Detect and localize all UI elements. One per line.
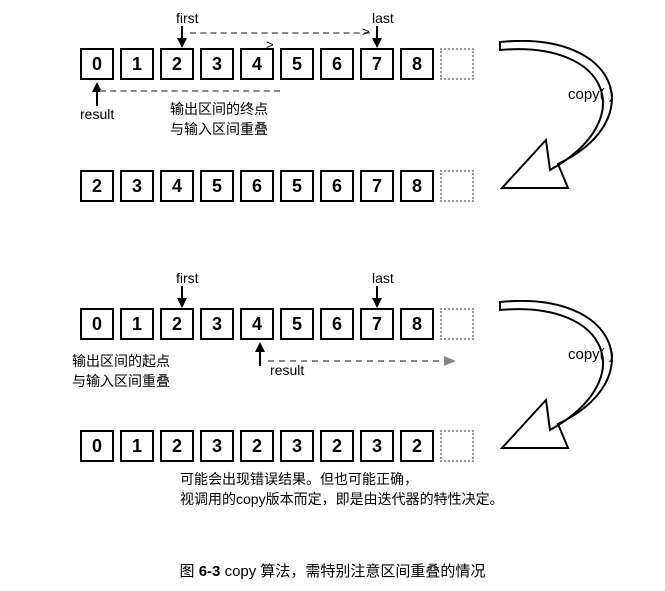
cell: 4 (160, 170, 194, 202)
arrow-up-result (90, 82, 104, 106)
copy-arrow-2 (490, 300, 650, 450)
arrow-down-last (370, 26, 384, 48)
note1-line1: 输出区间的终点 (170, 100, 268, 120)
note2-line2: 与输入区间重叠 (72, 372, 170, 392)
result-label: result (80, 106, 114, 122)
cell: 6 (320, 308, 354, 340)
cell: 4 (240, 308, 274, 340)
cell: 6 (240, 170, 274, 202)
cell: 7 (360, 48, 394, 80)
arrow-up-result-2 (253, 342, 267, 366)
dashed-range-bottom (100, 90, 280, 92)
cell: 5 (280, 308, 314, 340)
figure-caption: 图 6-3 copy 算法，需特别注意区间重叠的情况 (10, 560, 655, 581)
cell: 8 (400, 170, 434, 202)
cell: 3 (200, 308, 234, 340)
section-1: first last > > 0 1 2 3 4 5 6 7 8 (10, 10, 655, 240)
cell: 3 (280, 430, 314, 462)
row-before-2: 0 1 2 3 4 5 6 7 8 (80, 308, 474, 340)
cell: 2 (160, 48, 194, 80)
cell: 2 (160, 308, 194, 340)
note-1: 输出区间的终点 与输入区间重叠 (170, 100, 268, 139)
cell: 7 (360, 308, 394, 340)
cell: 8 (400, 48, 434, 80)
err-line1: 可能会出现错误结果。但也可能正确， (180, 470, 504, 490)
copy-label-2: copy( ) (568, 346, 614, 363)
row-after-2: 0 1 2 3 2 3 2 3 2 (80, 430, 474, 462)
cell: 2 (320, 430, 354, 462)
caption-text: 图 6-3 copy 算法，需特别注意区间重叠的情况 (180, 563, 486, 580)
cell: 4 (240, 48, 274, 80)
copy-arrow-1 (490, 40, 650, 190)
err-line2: 视调用的copy版本而定，即是由迭代器的特性决定。 (180, 490, 504, 510)
note2-line1: 输出区间的起点 (72, 352, 170, 372)
row-before-1: 0 1 2 3 4 5 6 7 8 (80, 48, 474, 80)
note1-line2: 与输入区间重叠 (170, 120, 268, 140)
cell: 0 (80, 308, 114, 340)
note-2: 输出区间的起点 与输入区间重叠 (72, 352, 170, 391)
arrow-down-last-2 (370, 286, 384, 308)
first-label: first (176, 10, 199, 26)
arrow-down-first (175, 26, 189, 48)
cell: 5 (200, 170, 234, 202)
dashed-arrow-2 (268, 355, 458, 367)
cell: 6 (320, 170, 354, 202)
last-label: last (372, 10, 394, 26)
section-2: first last 0 1 2 3 4 5 6 7 8 result (10, 270, 655, 530)
err-note: 可能会出现错误结果。但也可能正确， 视调用的copy版本而定，即是由迭代器的特性… (180, 470, 504, 509)
cell: 1 (120, 308, 154, 340)
cell: 1 (120, 48, 154, 80)
ghost-cell (440, 308, 474, 340)
first-label-2: first (176, 270, 199, 286)
cell: 3 (200, 48, 234, 80)
cell: 5 (280, 170, 314, 202)
cell: 2 (160, 430, 194, 462)
cell: 1 (120, 430, 154, 462)
cell: 3 (200, 430, 234, 462)
cell: 7 (360, 170, 394, 202)
last-label-2: last (372, 270, 394, 286)
cell: 2 (400, 430, 434, 462)
cell: 0 (80, 48, 114, 80)
ghost-cell (440, 430, 474, 462)
arrow-down-first-2 (175, 286, 189, 308)
cell: 5 (280, 48, 314, 80)
cell: 3 (120, 170, 154, 202)
cell: 6 (320, 48, 354, 80)
row-after-1: 2 3 4 5 6 5 6 7 8 (80, 170, 474, 202)
cell: 8 (400, 308, 434, 340)
copy-diagram: first last > > 0 1 2 3 4 5 6 7 8 (10, 10, 655, 581)
dashed-range-top (190, 32, 370, 34)
cell: 3 (360, 430, 394, 462)
cell: 2 (80, 170, 114, 202)
cell: 0 (80, 430, 114, 462)
ghost-cell (440, 48, 474, 80)
range-gt-end: > (362, 24, 370, 39)
ghost-cell (440, 170, 474, 202)
copy-label-1: copy( ) (568, 86, 614, 103)
cell: 2 (240, 430, 274, 462)
